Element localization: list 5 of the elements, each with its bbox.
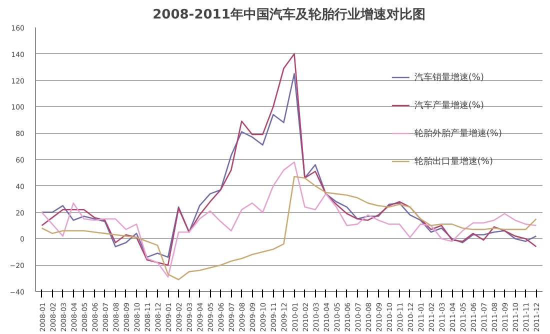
legend-label: 汽车产量增速(%): [414, 100, 484, 112]
legend-label: 汽车销量增速(%): [414, 72, 484, 84]
legend-label: 轮胎出口量增速(%): [414, 156, 493, 168]
chart-title: 2008-2011年中国汽车及轮胎行业增速对比图: [152, 6, 426, 22]
legend-label: 轮胎外胎产量增速(%): [414, 128, 502, 140]
